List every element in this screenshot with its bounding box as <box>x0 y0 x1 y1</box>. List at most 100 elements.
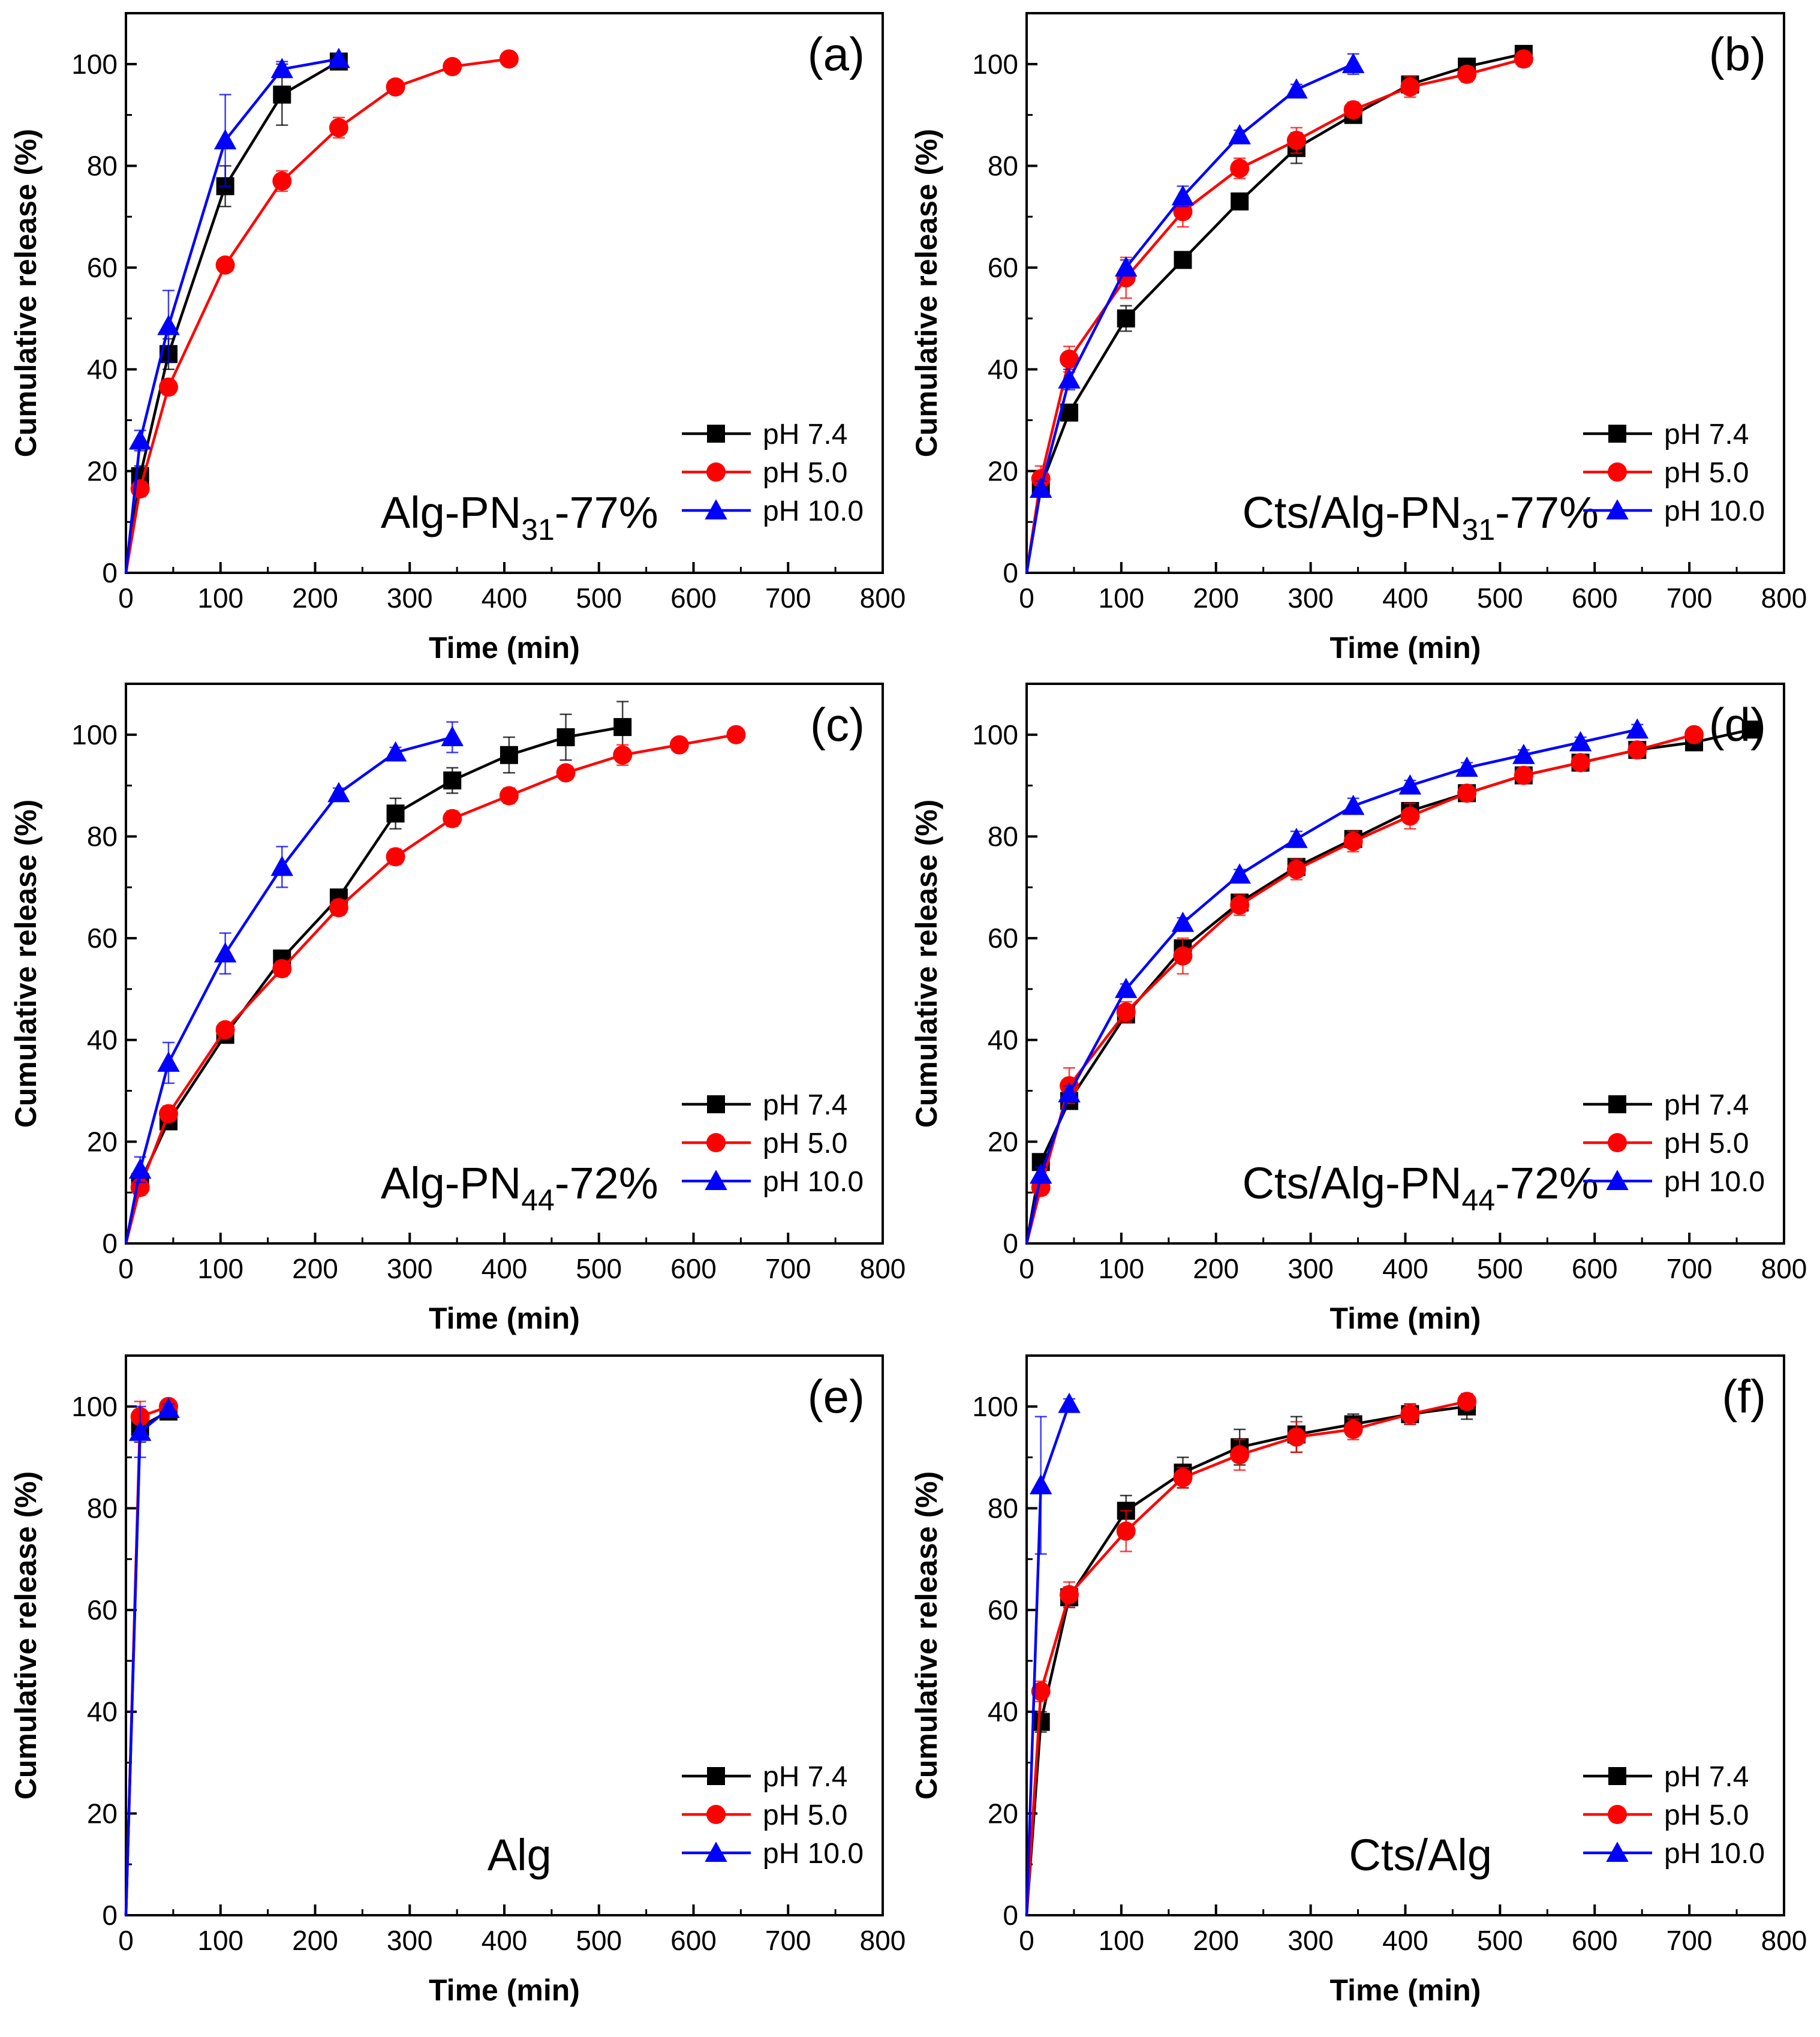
sample-label: Alg <box>488 1830 552 1880</box>
x-tick-label: 200 <box>292 582 338 614</box>
x-tick-label: 100 <box>1099 582 1145 614</box>
y-tick-label: 0 <box>102 1228 118 1259</box>
series-line <box>1025 1400 1467 1916</box>
data-point <box>613 718 632 737</box>
data-point <box>556 728 575 747</box>
data-point <box>1115 256 1138 277</box>
legend-label: pH 10.0 <box>763 1838 864 1870</box>
x-tick-label: 300 <box>1287 1925 1334 1956</box>
legend-entry-ph-7-4: pH 7.4 <box>1583 419 1749 450</box>
legend-label: pH 5.0 <box>763 1128 847 1159</box>
x-tick-label: 200 <box>292 1253 338 1284</box>
data-point <box>500 746 518 764</box>
x-tick-label: 400 <box>1382 1253 1428 1284</box>
data-point <box>1628 740 1647 760</box>
data-point <box>613 745 633 765</box>
x-tick-label: 100 <box>197 1253 243 1284</box>
x-tick-label: 800 <box>1761 1925 1807 1956</box>
legend: pH 7.4 pH 5.0 pH 10.0 <box>682 419 864 527</box>
legend-marker <box>1608 425 1626 443</box>
legend-entry-ph-10-0: pH 10.0 <box>1583 1838 1765 1870</box>
series-ph-10-0 <box>1025 53 1365 573</box>
legend-entry-ph-7-4: pH 7.4 <box>682 1761 847 1793</box>
x-tick-label: 0 <box>1019 582 1034 614</box>
y-tick-label: 60 <box>87 1594 118 1626</box>
legend: pH 7.4 pH 5.0 pH 10.0 <box>1583 1761 1765 1870</box>
data-point <box>272 959 292 978</box>
y-tick-label: 100 <box>71 719 118 750</box>
data-point <box>1228 863 1251 884</box>
x-tick-label: 100 <box>1099 1925 1145 1956</box>
sample-label: Alg-PN31-77% <box>381 488 658 546</box>
data-point <box>1398 774 1422 795</box>
data-point <box>1741 720 1760 739</box>
legend-marker <box>1608 462 1627 482</box>
y-tick-label: 100 <box>972 49 1018 80</box>
y-tick-label: 80 <box>87 821 118 852</box>
legend-entry-ph-5-0: pH 5.0 <box>1583 457 1749 489</box>
legend-entry-ph-7-4: pH 7.4 <box>1583 1761 1749 1793</box>
data-point <box>158 1104 178 1123</box>
data-point <box>1569 731 1592 752</box>
y-axis-title: Cumulative release (%) <box>910 1471 943 1799</box>
data-point <box>1286 1427 1306 1447</box>
y-tick-label: 60 <box>87 252 118 283</box>
sample-label: Cts/Alg-PN31-77% <box>1243 488 1599 546</box>
legend-entry-ph-10-0: pH 10.0 <box>682 1166 864 1198</box>
x-tick-label: 600 <box>1572 1925 1618 1956</box>
y-axis-title: Cumulative release (%) <box>9 129 43 457</box>
data-point <box>1031 1681 1051 1701</box>
x-tick-label: 400 <box>482 1925 528 1956</box>
series-ph-10-0 <box>1025 1392 1081 1916</box>
y-axis-title: Cumulative release (%) <box>910 129 943 457</box>
data-point <box>1285 827 1308 848</box>
x-tick-label: 700 <box>765 582 811 614</box>
series-line <box>124 58 339 573</box>
data-point <box>1171 185 1195 206</box>
data-point <box>1174 251 1192 269</box>
sample-label-main: Cts/Alg-PN <box>1243 488 1462 537</box>
legend-marker <box>1608 1805 1627 1824</box>
y-tick-label: 0 <box>1003 1228 1018 1259</box>
data-point <box>1400 1404 1420 1424</box>
x-tick-label: 400 <box>1382 582 1428 614</box>
y-tick-label: 20 <box>988 1798 1018 1829</box>
data-point <box>128 429 152 450</box>
y-tick-label: 80 <box>988 1492 1018 1524</box>
data-point <box>556 763 576 783</box>
sample-label-main: Alg-PN <box>381 488 521 537</box>
x-tick-label: 0 <box>118 582 134 614</box>
x-tick-label: 800 <box>1761 582 1807 614</box>
x-tick-label: 600 <box>670 582 717 614</box>
y-tick-label: 40 <box>988 1024 1018 1056</box>
legend-marker <box>705 1170 727 1190</box>
legend-label: pH 7.4 <box>763 419 847 450</box>
x-tick-label: 0 <box>1019 1253 1034 1284</box>
x-tick-label: 500 <box>1477 1253 1523 1284</box>
x-tick-label: 800 <box>860 1925 906 1956</box>
sample-label-suffix: -72% <box>555 1158 658 1208</box>
series-ph-10-0 <box>124 47 350 573</box>
legend-marker <box>1606 1170 1629 1190</box>
legend-label: pH 10.0 <box>763 1166 864 1198</box>
x-axis-title: Time (min) <box>429 631 580 665</box>
x-axis-title: Time (min) <box>1330 631 1481 665</box>
data-point <box>128 1420 152 1441</box>
data-point <box>1512 743 1535 764</box>
data-point <box>1457 1392 1477 1411</box>
data-point <box>1173 946 1193 966</box>
data-point <box>1343 1419 1363 1439</box>
data-point <box>1285 78 1308 99</box>
data-point <box>158 377 178 397</box>
legend-label: pH 7.4 <box>1664 419 1749 450</box>
x-tick-label: 500 <box>576 1925 622 1956</box>
legend-entry-ph-7-4: pH 7.4 <box>682 419 847 450</box>
series-ph-10-0 <box>124 1398 180 1916</box>
data-point <box>1231 192 1249 211</box>
legend-label: pH 7.4 <box>1664 1089 1749 1121</box>
sample-label-main: Cts/Alg-PN <box>1243 1158 1462 1208</box>
panel-tag: (f) <box>1722 1370 1766 1423</box>
x-tick-label: 100 <box>197 1925 243 1956</box>
